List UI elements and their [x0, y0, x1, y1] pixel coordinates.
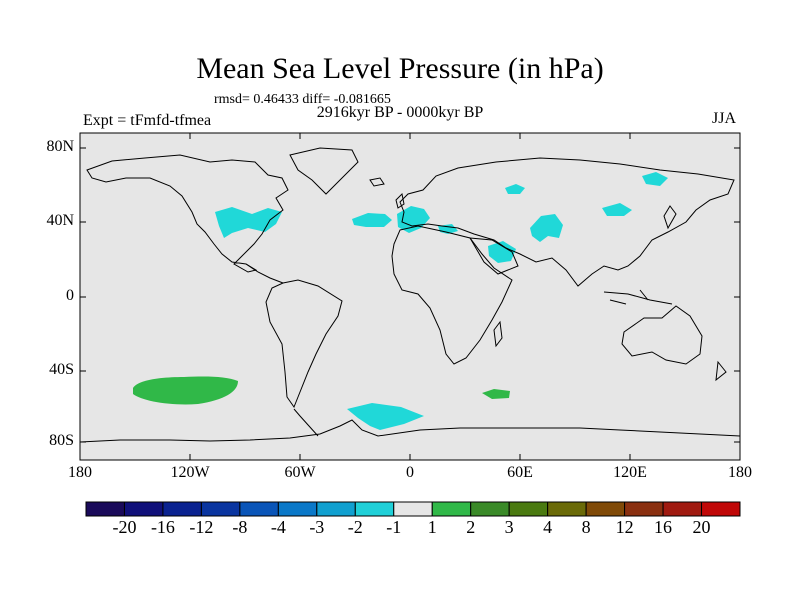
colorbar-swatch [393, 501, 433, 517]
colorbar-swatch [239, 501, 279, 517]
axis-ticks [80, 133, 740, 460]
x-tick-label-120e: 120E [613, 464, 647, 481]
coastline-central-america [245, 263, 284, 284]
experiment-label: Expt = tFmfd-tfmea [83, 112, 212, 129]
colorbar-swatch [316, 501, 356, 517]
map-ocean-background [80, 133, 740, 460]
y-tick-label-40n: 40N [46, 212, 74, 229]
y-tick-label-80n: 80N [46, 138, 74, 155]
colorbar-label: -12 [189, 517, 214, 537]
period-subtitle: 2916kyr BP - 0000kyr BP [316, 104, 484, 121]
colorbar-label: -8 [232, 517, 248, 537]
season-label: JJA [712, 110, 737, 127]
anomaly-patch-mongolia [602, 203, 632, 216]
colorbar-label: -16 [150, 517, 175, 537]
anomaly-patch-south-indian [482, 389, 510, 399]
colorbar-swatch [701, 501, 741, 517]
anomaly-patch-europe [397, 206, 430, 233]
coastline-africa [391, 225, 513, 365]
x-tick-label-60w: 60W [284, 464, 316, 481]
colorbar-swatch [508, 501, 549, 517]
anomaly-patch-weddell-sea [347, 403, 424, 430]
coastline-madagascar [493, 320, 503, 348]
colorbar [85, 501, 741, 517]
colorbar-label: 8 [581, 517, 591, 537]
coastline-iceland [369, 177, 385, 187]
anomaly-patch-north-america [215, 207, 282, 238]
y-tick-label-40s: 40S [49, 361, 74, 378]
anomaly-patch-south-pacific [133, 376, 238, 405]
coastline-british-isles [395, 192, 405, 209]
colorbar-swatch [470, 501, 510, 517]
colorbar-label: -2 [347, 517, 363, 537]
colorbar-label: -20 [112, 517, 137, 537]
anomaly-patch-north-atlantic [352, 213, 392, 227]
colorbar-label: -1 [386, 517, 402, 537]
coastline-south-america [265, 279, 343, 409]
colorbar-swatch [547, 501, 587, 517]
coastline-new-zealand [715, 360, 727, 382]
coastline-antarctic-peninsula [293, 408, 319, 437]
coastline-greenland [289, 147, 359, 195]
colorbar-swatch [431, 501, 472, 517]
colorbar-label: 20 [692, 517, 711, 537]
colorbar-swatch [200, 501, 241, 517]
x-tick-label-60e: 60E [507, 464, 533, 481]
anomaly-patches [133, 172, 668, 430]
coastline-antarctica [79, 419, 741, 443]
coastline-eurasia [399, 157, 735, 287]
colorbar-swatch [123, 501, 164, 517]
x-tick-label-0: 0 [406, 464, 414, 481]
anomaly-patch-arabia [488, 241, 516, 263]
colorbar-label: -3 [309, 517, 325, 537]
x-tick-label-120w: 120W [170, 464, 210, 481]
chart-title: Mean Sea Level Pressure (in hPa) [196, 52, 604, 85]
colorbar-swatch [277, 501, 318, 517]
colorbar-label: 12 [615, 517, 634, 537]
coastline-arabia [469, 237, 519, 275]
coastline-indonesia [603, 289, 673, 305]
colorbar-swatch [662, 501, 703, 517]
coastline-australia [621, 305, 703, 365]
colorbar-label: 3 [504, 517, 514, 537]
y-tick-label-0: 0 [66, 287, 74, 304]
anomaly-patch-siberia-west [505, 184, 525, 194]
colorbar-swatch [585, 501, 626, 517]
x-tick-label-180w: 180 [68, 464, 92, 481]
anomaly-patch-east-siberia [642, 172, 668, 186]
stats-text: rmsd= 0.46433 diff= -0.081665 [214, 92, 391, 107]
coastline-north-america [86, 154, 289, 273]
colorbar-swatch [85, 501, 125, 517]
coastlines [79, 147, 741, 443]
colorbar-label: 1 [427, 517, 437, 537]
anomaly-patch-central-asia [530, 214, 563, 242]
colorbar-label: 2 [466, 517, 476, 537]
colorbar-label: 4 [543, 517, 553, 537]
x-tick-label-180e: 180 [728, 464, 752, 481]
colorbar-swatch [354, 501, 395, 517]
coastline-japan [663, 205, 677, 230]
colorbar-swatch [624, 501, 664, 517]
colorbar-label: 16 [654, 517, 673, 537]
colorbar-swatch [162, 501, 202, 517]
colorbar-label: -4 [270, 517, 286, 537]
y-tick-label-80s: 80S [49, 432, 74, 449]
